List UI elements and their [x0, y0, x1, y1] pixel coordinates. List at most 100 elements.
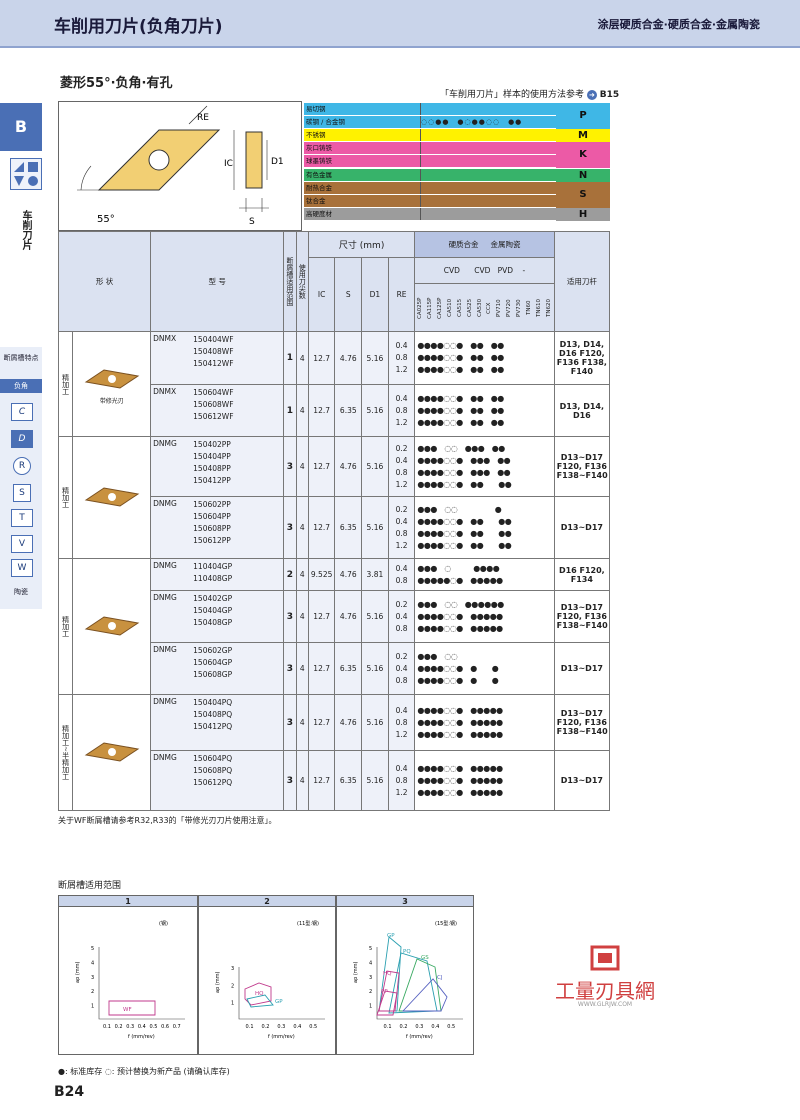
series-name: DNMG: [153, 561, 177, 570]
model-number[interactable]: 150604WF: [193, 388, 234, 397]
range-region: [401, 978, 448, 1012]
model-number[interactable]: 150404PP: [193, 452, 231, 461]
reference-page-link[interactable]: B15: [599, 90, 620, 100]
y-tick-label: 2: [91, 989, 94, 995]
model-number[interactable]: 150612WF: [193, 412, 234, 421]
re-cell: 0.2 0.4 0.8: [387, 590, 416, 643]
x-tick-label: 0.4: [293, 1024, 301, 1030]
model-number[interactable]: 150404GP: [193, 606, 233, 615]
material-grade-marks: [420, 168, 556, 181]
holder-cell: D13~D17 F120, F136 F138~F140: [553, 436, 611, 497]
x-tick-label: 0.1: [246, 1024, 254, 1030]
watermark-logo: 工量刃具網 WWW.GLRJW.COM: [540, 945, 670, 1015]
stock-dots: ●●● ◌◌ ●●● ●●: [417, 443, 505, 453]
ic-value: 12.7: [307, 694, 336, 751]
model-number[interactable]: 150604PP: [193, 512, 231, 521]
material-grade-marks: [420, 155, 556, 168]
range-region: [376, 990, 398, 1016]
y-tick-label: 1: [231, 1001, 234, 1007]
model-number[interactable]: 150604GP: [193, 658, 233, 667]
d1-value: 5.16: [361, 436, 389, 497]
model-number[interactable]: 150412PQ: [193, 722, 233, 731]
holder-cell: D13~D17: [553, 496, 611, 559]
section-tab-b[interactable]: B: [0, 103, 42, 151]
label-ic: IC: [224, 159, 233, 169]
stock-dots: ●●●●◌◌● ●● ●●: [417, 528, 512, 538]
re-value: 0.4: [395, 705, 408, 715]
d1-value: 5.16: [361, 694, 389, 751]
series-name: DNMG: [153, 645, 177, 654]
stock-dots-cell: ●●● ◌◌ ●●●●●● ●●●●◌◌● ●●●●● ●●●●◌◌● ●●●●●: [414, 590, 555, 643]
holder-cell: D13~D17 F120, F136 F138~F140: [553, 694, 611, 751]
header-re: RE: [387, 257, 416, 332]
holder-cell: D13, D14, D16 F120, F136 F138, F140: [553, 331, 611, 385]
sidebar-item-t[interactable]: T: [11, 509, 33, 527]
model-number[interactable]: 150408PQ: [193, 710, 233, 719]
model-number[interactable]: 150402GP: [193, 594, 233, 603]
series-name: DNMG: [153, 697, 177, 706]
y-tick-label: 3: [91, 975, 94, 981]
sidebar-item-s[interactable]: S: [13, 484, 31, 502]
sidebar-item-c[interactable]: C: [11, 403, 33, 421]
model-number[interactable]: 150408WF: [193, 347, 234, 356]
grade-label: TN620: [545, 298, 552, 317]
footnote: 关于WF断屑槽请参考R32,R33的「带修光刃刀片使用注意」。: [58, 816, 277, 825]
model-number[interactable]: 150412WF: [193, 359, 234, 368]
model-number[interactable]: 150608WF: [193, 400, 234, 409]
y-axis-label: ap (mm): [75, 961, 81, 983]
edge-count: 4: [295, 590, 309, 643]
ic-value: 12.7: [307, 496, 336, 559]
sidebar-item-w[interactable]: W: [11, 559, 33, 577]
x-tick-label: 0.2: [399, 1024, 407, 1030]
section-title: 菱形55°·负角·有孔: [60, 76, 173, 91]
x-tick-label: 0.5: [309, 1024, 317, 1030]
y-tick-label: 5: [369, 946, 372, 952]
re-value: 1.2: [395, 729, 408, 739]
x-tick-label: 0.3: [126, 1024, 134, 1030]
d1-value: 5.16: [361, 496, 389, 559]
stock-dots-cell: ●●● ◌◌ ●●● ●● ●●●●◌◌● ●●● ●● ●●●●◌◌● ●●● ●…: [414, 436, 555, 497]
model-number[interactable]: 150602GP: [193, 646, 233, 655]
holder-cell: D13~D17: [553, 750, 611, 811]
model-number[interactable]: 150604PQ: [193, 754, 233, 763]
sidebar-item-ceramic[interactable]: 陶瓷: [14, 588, 28, 596]
model-number[interactable]: 150612PQ: [193, 778, 233, 787]
model-number[interactable]: 150408GP: [193, 618, 233, 627]
model-number[interactable]: 150608PQ: [193, 766, 233, 775]
stock-dots-cell: ●●● ◌ ●●●● ●●●●●◌● ●●●●●: [414, 558, 555, 591]
process-label: 精加工: [57, 558, 74, 695]
stock-dots-cell: ●●●●◌◌● ●●●●● ●●●●◌◌● ●●●●● ●●●●◌◌● ●●●●●: [414, 750, 555, 811]
page-number: B24: [54, 1084, 85, 1100]
series-name: DNMG: [153, 439, 177, 448]
model-number[interactable]: 150612PP: [193, 536, 231, 545]
model-number[interactable]: 110408GP: [193, 574, 233, 583]
model-number[interactable]: 150404WF: [193, 335, 234, 344]
model-number[interactable]: 150602PP: [193, 500, 231, 509]
x-tick-label: 0.5: [149, 1024, 157, 1030]
sidebar-item-d[interactable]: D: [11, 430, 33, 448]
model-number[interactable]: 150408PP: [193, 464, 231, 473]
re-value: 0.8: [395, 675, 408, 685]
sidebar-item-r[interactable]: R: [13, 457, 31, 475]
holder-cell: D13, D14, D16: [553, 384, 611, 437]
stock-dots: ●●●●◌◌● ●●●●●: [417, 705, 503, 715]
header-pvd: PVD: [497, 266, 513, 275]
model-number[interactable]: 150608PP: [193, 524, 231, 533]
header-cvd2: CVD: [474, 266, 491, 275]
re-cell: 0.2 0.4 0.8 1.2: [387, 436, 416, 497]
re-value: 0.8: [395, 717, 408, 727]
model-number[interactable]: 150608GP: [193, 670, 233, 679]
material-row-label: 易切钢: [304, 103, 420, 115]
model-cell: DNMX 150604WF 150608WF 150612WF: [150, 384, 285, 437]
material-grade-marks: [420, 129, 556, 142]
model-number[interactable]: 150404PQ: [193, 698, 233, 707]
sidebar-item-negative[interactable]: 负角: [0, 379, 42, 393]
model-number[interactable]: 110404GP: [193, 562, 233, 571]
header-ic: IC: [307, 257, 336, 332]
model-number[interactable]: 150402PP: [193, 440, 231, 449]
sidebar-item-chipbreaker[interactable]: 断屑槽特点: [3, 354, 39, 362]
model-number[interactable]: 150412PP: [193, 476, 231, 485]
s-value: 6.35: [334, 750, 363, 811]
insert-photo: [84, 741, 140, 762]
sidebar-item-v[interactable]: V: [11, 535, 33, 553]
